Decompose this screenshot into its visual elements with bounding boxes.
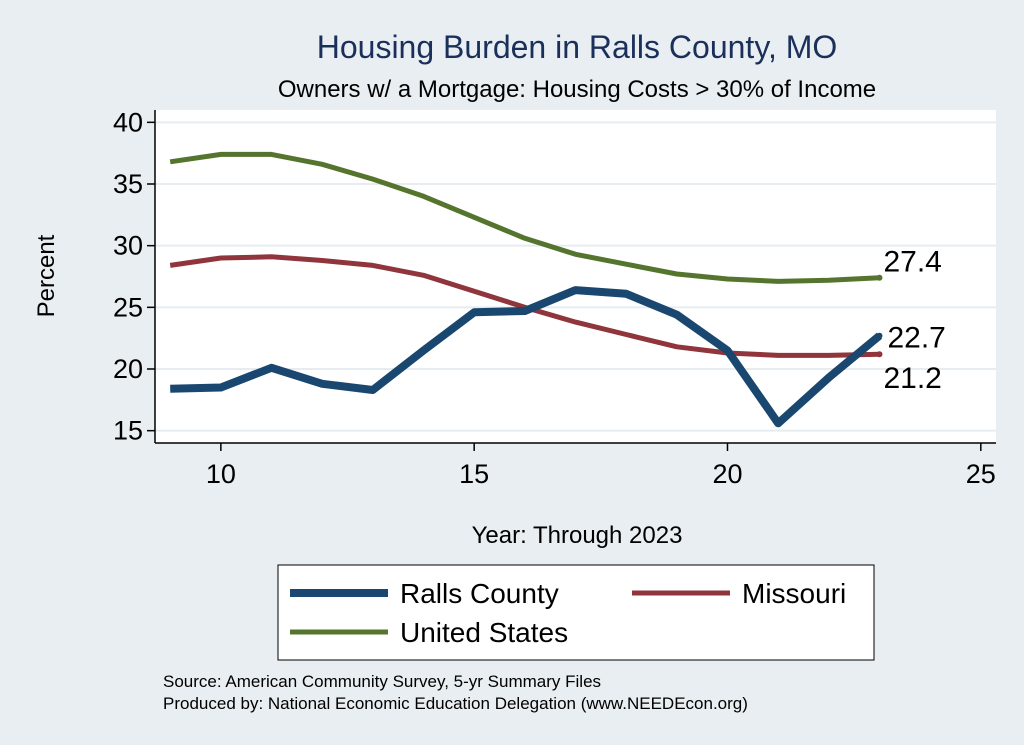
x-tick-label: 20 (712, 459, 742, 489)
source-line-1: Source: American Community Survey, 5-yr … (163, 672, 601, 691)
legend-label-ralls-county: Ralls County (400, 578, 559, 609)
y-axis-label: Percent (33, 234, 60, 317)
legend: Ralls County Missouri United States (277, 564, 875, 661)
series-line-united-states (169, 151, 880, 284)
legend-label-united-states: United States (400, 617, 568, 648)
axes: 15 20 25 30 35 40 10 15 20 25 (113, 107, 996, 489)
x-tick-label: 15 (459, 459, 489, 489)
series-lines (169, 151, 883, 428)
legend-box (277, 564, 875, 661)
x-tick-label: 25 (966, 459, 996, 489)
y-tick-label: 40 (113, 107, 143, 137)
y-tick-label: 15 (113, 416, 143, 446)
series-endpoint-united-states (876, 274, 883, 281)
end-label-united-states: 27.4 (883, 246, 941, 279)
y-tick-label: 25 (113, 292, 143, 322)
y-tick-label: 35 (113, 169, 143, 199)
x-tick-label: 10 (206, 459, 236, 489)
legend-label-missouri: Missouri (742, 578, 846, 609)
x-axis-label: Year: Through 2023 (472, 522, 683, 549)
end-label-ralls-county: 22.7 (887, 322, 945, 355)
y-tick-label: 30 (113, 231, 143, 261)
gridlines (155, 121, 996, 432)
y-tick-label: 20 (113, 354, 143, 384)
end-label-missouri: 21.2 (883, 362, 941, 395)
source-line-2: Produced by: National Economic Education… (163, 694, 748, 713)
series-endpoint-missouri (876, 351, 883, 358)
series-line-ralls-county (170, 286, 883, 428)
chart-subtitle: Owners w/ a Mortgage: Housing Costs > 30… (278, 76, 876, 103)
series-endpoint-ralls-county (876, 332, 883, 339)
chart-title: Housing Burden in Ralls County, MO (317, 29, 838, 65)
end-labels: 22.7 21.2 27.4 (883, 246, 945, 395)
